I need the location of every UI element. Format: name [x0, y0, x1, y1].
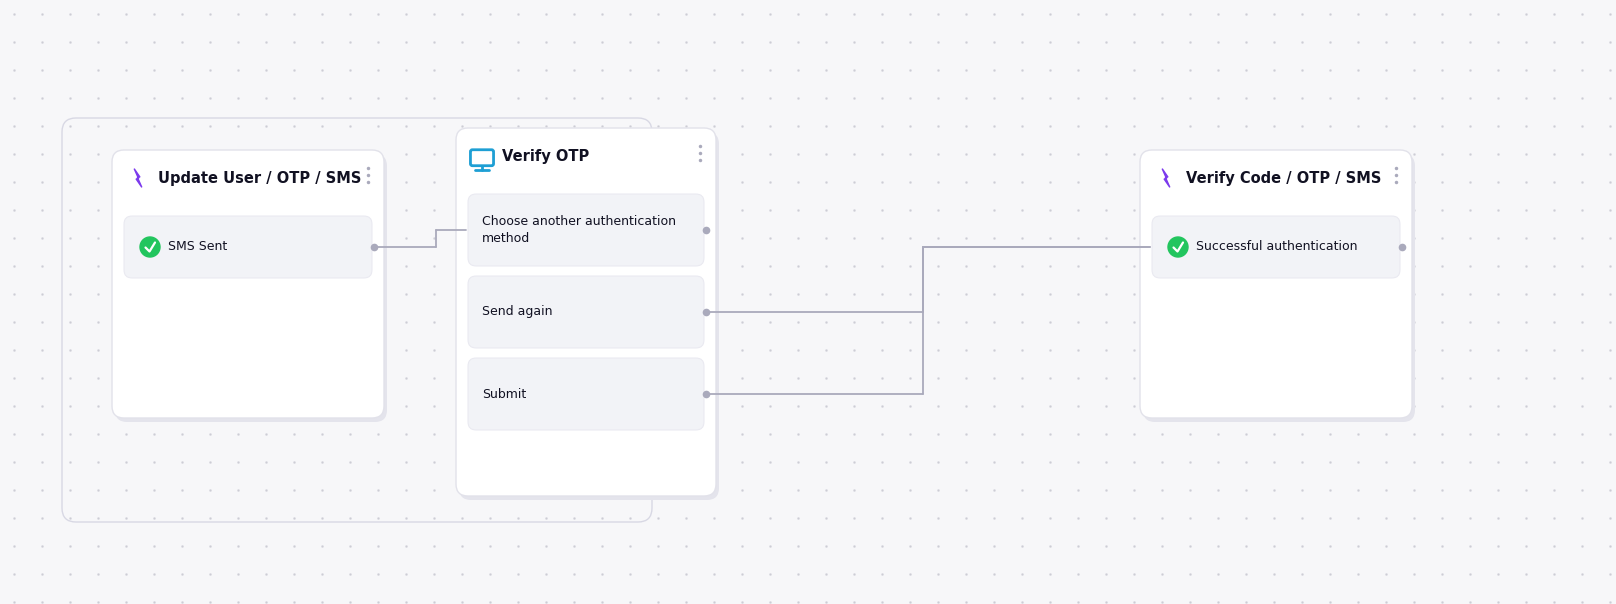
FancyBboxPatch shape [469, 276, 705, 348]
FancyBboxPatch shape [112, 150, 385, 418]
FancyBboxPatch shape [469, 358, 705, 430]
Circle shape [141, 237, 160, 257]
Text: Submit: Submit [482, 388, 527, 400]
Polygon shape [134, 169, 142, 187]
FancyBboxPatch shape [124, 216, 372, 278]
Text: Choose another authentication
method: Choose another authentication method [482, 215, 675, 245]
FancyBboxPatch shape [115, 154, 386, 422]
Text: Update User / OTP / SMS: Update User / OTP / SMS [158, 170, 362, 185]
Circle shape [1168, 237, 1188, 257]
Text: Send again: Send again [482, 306, 553, 318]
FancyBboxPatch shape [1139, 150, 1412, 418]
Text: Successful authentication: Successful authentication [1196, 240, 1357, 254]
FancyBboxPatch shape [1143, 154, 1416, 422]
Text: Verify OTP: Verify OTP [503, 149, 590, 164]
Polygon shape [1162, 169, 1170, 187]
FancyBboxPatch shape [1152, 216, 1399, 278]
FancyBboxPatch shape [456, 128, 716, 496]
FancyBboxPatch shape [459, 132, 719, 500]
Text: Verify Code / OTP / SMS: Verify Code / OTP / SMS [1186, 170, 1382, 185]
FancyBboxPatch shape [469, 194, 705, 266]
Text: SMS Sent: SMS Sent [168, 240, 228, 254]
